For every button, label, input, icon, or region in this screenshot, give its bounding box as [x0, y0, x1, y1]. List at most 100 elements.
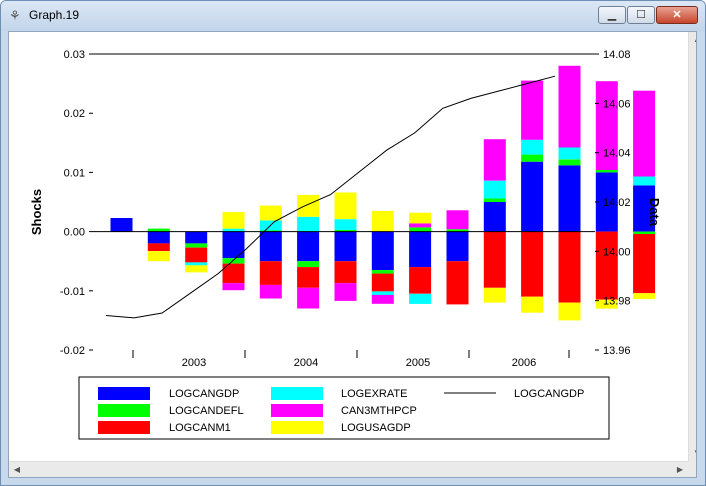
bar-logexrate-10 [483, 180, 506, 199]
graph-app-icon[interactable]: ⚘ [9, 8, 21, 23]
legend-swatch [98, 421, 150, 434]
bar-logcangdp-4 [259, 231, 282, 262]
legend-label: LOGUSAGDP [341, 422, 411, 434]
y-right-tick-label: 14.08 [603, 49, 631, 61]
bar-logexrate-8 [409, 293, 432, 304]
y-right-tick-label: 13.96 [603, 345, 631, 357]
bar-logcandefl-2 [185, 243, 208, 248]
bar-logcanm1-9 [446, 261, 469, 305]
bar-logusagdp-2 [185, 265, 208, 273]
line-group [105, 75, 556, 319]
bar-logcangdp-1 [147, 231, 170, 244]
bar-logusagdp-6 [334, 192, 357, 220]
bar-logcangdp-13 [595, 172, 618, 232]
bar-logusagdp-1 [147, 251, 170, 262]
bar-logcandefl-12 [558, 159, 581, 166]
bar-logcandefl-8 [409, 227, 432, 232]
bar-logcangdp-3 [222, 231, 245, 259]
bar-can3mthpcp-11 [521, 80, 544, 140]
bar-logcanm1-7 [371, 273, 394, 292]
bar-logcangdp-10 [483, 202, 506, 232]
bar-logcangdp-0 [110, 218, 133, 232]
bar-logusagdp-5 [297, 194, 320, 217]
bar-logcanm1-4 [259, 261, 282, 285]
bar-logcandefl-11 [521, 154, 544, 162]
bar-logcanm1-12 [558, 231, 581, 303]
bar-logusagdp-10 [483, 287, 506, 303]
bar-logusagdp-11 [521, 296, 544, 313]
legend-swatch [271, 387, 323, 400]
bar-logexrate-2 [185, 262, 208, 266]
bar-logexrate-14 [633, 176, 656, 186]
bar-logcanm1-13 [595, 231, 618, 300]
bar-logexrate-12 [558, 147, 581, 160]
bar-can3mthpcp-14 [633, 90, 656, 177]
bar-logcangdp-14 [633, 185, 656, 232]
bar-logcandefl-14 [633, 231, 656, 234]
bar-can3mthpcp-6 [334, 283, 357, 301]
horizontal-scrollbar[interactable]: ◀ ▶ [9, 461, 688, 477]
y-right-tick-label: 14.04 [603, 148, 631, 160]
title-bar[interactable]: ⚘ Graph.19 ▁ ☐ ✕ [1, 1, 705, 31]
bar-logcandefl-1 [147, 228, 170, 232]
bar-logcandefl-5 [297, 261, 320, 268]
bar-logcanm1-1 [147, 243, 170, 252]
legend-label: LOGEXRATE [341, 388, 407, 400]
scrollbar-corner [688, 461, 696, 477]
bar-logcangdp-7 [371, 231, 394, 271]
vertical-scrollbar[interactable]: ▲ ▼ [688, 32, 696, 461]
legend-label: LOGCANGDP [169, 388, 239, 400]
scroll-left-icon[interactable]: ◀ [13, 465, 21, 474]
scroll-up-icon[interactable]: ▲ [689, 32, 696, 48]
chart: 0.03 0.02 0.01 0.00 -0.01 -0.02 14.08 14.06 14.0… [29, 49, 662, 440]
legend-swatch [98, 387, 150, 400]
close-button[interactable]: ✕ [656, 6, 698, 24]
x-tick-label: 2006 [512, 357, 536, 369]
y-left-tick-label: 0.03 [64, 49, 85, 61]
bar-logcanm1-8 [409, 267, 432, 294]
bar-logcandefl-6 [334, 229, 357, 232]
bar-logcandefl-10 [483, 198, 506, 202]
bar-logcanm1-5 [297, 267, 320, 288]
bar-can3mthpcp-8 [409, 223, 432, 228]
bar-can3mthpcp-10 [483, 139, 506, 181]
bar-logexrate-6 [334, 219, 357, 230]
bar-logcanm1-14 [633, 234, 656, 294]
close-icon: ✕ [672, 9, 682, 21]
graph-client-area: 0.03 0.02 0.01 0.00 -0.01 -0.02 14.08 14.06 14.0… [8, 31, 697, 478]
x-tick-label: 2003 [182, 357, 206, 369]
bar-logusagdp-7 [371, 210, 394, 232]
legend-swatch [271, 404, 323, 417]
bar-logcanm1-11 [521, 231, 544, 297]
legend-swatch [271, 421, 323, 434]
legend-box [78, 376, 610, 440]
bar-logcandefl-7 [371, 270, 394, 274]
scroll-right-icon[interactable]: ▶ [676, 465, 684, 474]
bar-logcanm1-2 [185, 247, 208, 263]
maximize-button[interactable]: ☐ [627, 6, 655, 24]
y-left-tick-label: -0.02 [60, 345, 85, 357]
bar-logcangdp-9 [446, 231, 469, 262]
bar-can3mthpcp-3 [222, 283, 245, 291]
bar-logexrate-5 [297, 216, 320, 232]
legend-label: CAN3MTHPCP [341, 405, 417, 417]
bar-logcangdp-2 [185, 231, 208, 244]
y-axis-right-label: Data [647, 198, 662, 227]
y-right-tick-label: 14.06 [603, 98, 631, 110]
bar-logcangdp-5 [297, 231, 320, 262]
legend-label: LOGCANDEFL [169, 405, 244, 417]
bar-group [110, 65, 656, 321]
y-right-tick-label: 13.98 [603, 296, 631, 308]
minimize-button[interactable]: ▁ [598, 6, 626, 24]
bar-can3mthpcp-9 [446, 210, 469, 230]
bar-can3mthpcp-4 [259, 284, 282, 299]
bar-can3mthpcp-13 [595, 81, 618, 170]
bar-can3mthpcp-7 [371, 294, 394, 304]
y-left-tick-label: 0.02 [64, 108, 85, 120]
scroll-down-icon[interactable]: ▼ [689, 445, 696, 461]
y-left-tick-label: 0.01 [64, 167, 85, 179]
legend: LOGCANGDP LOGCANDEFL LOGCANM1 LOGEXRATE CAN3… [78, 376, 610, 440]
bar-can3mthpcp-12 [558, 65, 581, 148]
bar-logexrate-7 [371, 291, 394, 295]
